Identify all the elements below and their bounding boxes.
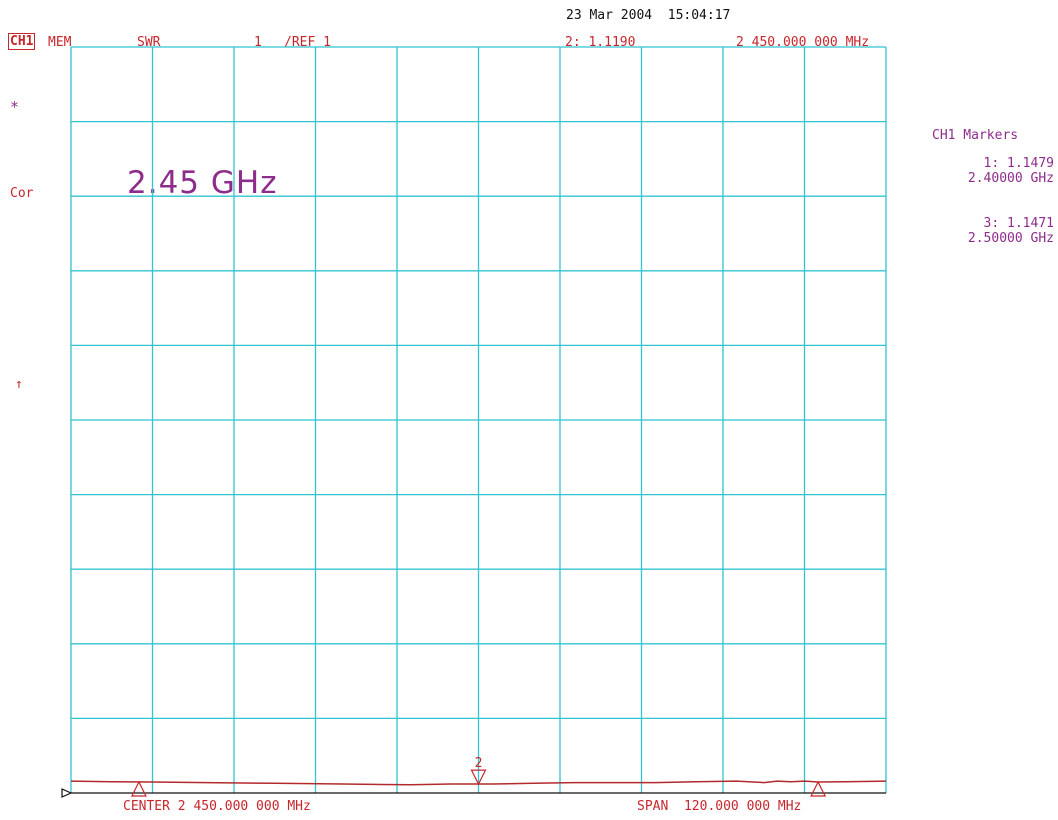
- marker-1-entry: 1: 1.1479 2.40000 GHz: [900, 156, 1054, 186]
- marker-3-triangle: [810, 780, 827, 797]
- scale-label: 1: [254, 35, 262, 50]
- marker-3-frequency: 2.50000 GHz: [967, 231, 1054, 246]
- reference-label: /REF 1: [284, 35, 331, 50]
- timestamp: 23 Mar 2004 15:04:17: [566, 8, 731, 23]
- reference-position-icon: [61, 788, 73, 798]
- active-marker-readout: 2: 1.1190: [565, 35, 636, 50]
- marker-layer: 2: [130, 756, 827, 797]
- correction-indicator: Cor: [10, 186, 34, 201]
- markers-panel-title: CH1 Markers: [932, 128, 1019, 143]
- star-indicator: *: [10, 98, 20, 116]
- trace-layer: [70, 780, 887, 786]
- format-label: SWR: [137, 35, 161, 50]
- swr-trace-line: [70, 780, 887, 786]
- marker-3-value: 3: 1.1471: [983, 216, 1054, 231]
- marker-2-triangle: [470, 769, 487, 786]
- marker-1-value: 1: 1.1479: [983, 156, 1054, 171]
- span-label: SPAN 120.000 000 MHz: [637, 799, 802, 814]
- active-marker-frequency: 2 450.000 000 MHz: [736, 35, 870, 50]
- mem-indicator: MEM: [48, 35, 72, 50]
- reference-arrow-icon: ↑: [15, 377, 23, 392]
- marker-3-entry: 3: 1.1471 2.50000 GHz: [900, 216, 1054, 246]
- marker-1-triangle: [130, 780, 147, 797]
- frequency-overlay-label: 2.45 GHz: [127, 165, 278, 201]
- channel-indicator: CH1: [8, 33, 36, 50]
- marker-1-frequency: 2.40000 GHz: [967, 171, 1054, 186]
- chart-grid: [70, 46, 887, 794]
- marker-2-label: 2: [475, 756, 483, 771]
- center-frequency-label: CENTER 2 450.000 000 MHz: [123, 799, 311, 814]
